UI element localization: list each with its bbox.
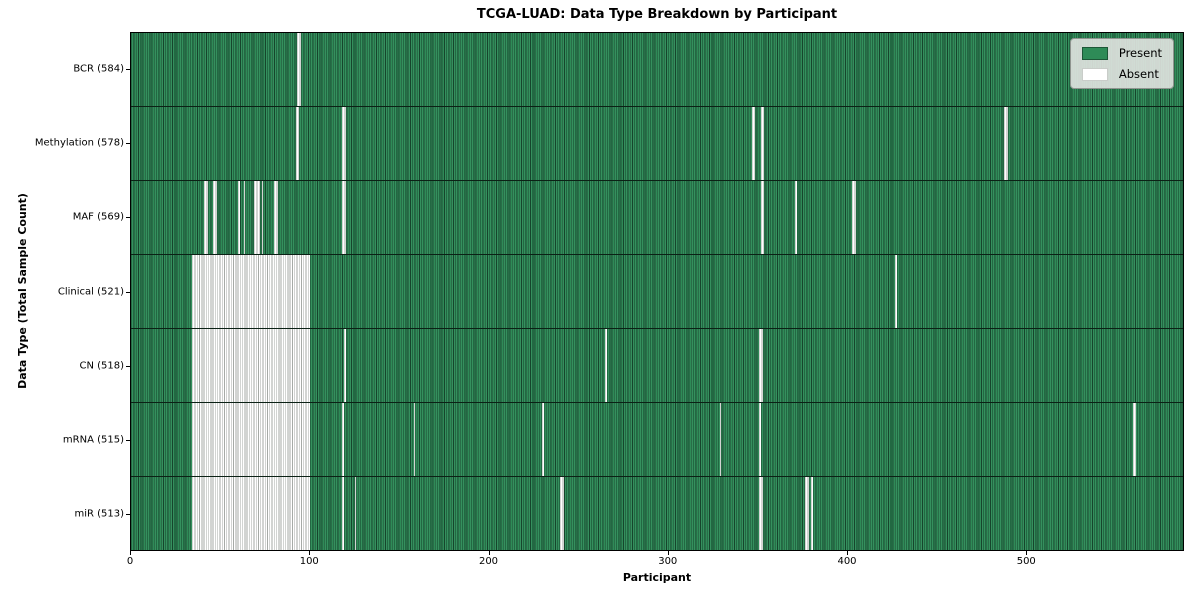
- absent-segment: [191, 329, 310, 402]
- absent-segment: [760, 107, 765, 180]
- absent-segment: [342, 181, 346, 254]
- absent-segment: [751, 107, 756, 180]
- heatmap-row-cn: [131, 329, 1183, 403]
- absent-segment: [852, 181, 856, 254]
- legend-label: Present: [1118, 46, 1162, 60]
- absent-segment: [719, 403, 722, 476]
- absent-segment: [1004, 107, 1008, 180]
- y-tick-label: CN (518): [79, 360, 124, 372]
- absent-segment: [758, 403, 761, 476]
- y-tick-label: BCR (584): [73, 63, 124, 75]
- y-tick-label: miR (513): [74, 508, 124, 520]
- y-tick-mark: [126, 439, 130, 441]
- absent-segment: [191, 255, 310, 328]
- heatmap-row-mir: [131, 477, 1183, 550]
- absent-segment: [810, 477, 813, 550]
- x-tick-label: 100: [299, 556, 319, 567]
- legend: Present Absent: [1069, 38, 1174, 89]
- y-tick-mark: [126, 217, 130, 219]
- heatmap-row-maf: [131, 181, 1183, 255]
- absent-segment: [805, 477, 810, 550]
- absent-segment: [191, 477, 310, 550]
- x-axis-label: Participant: [622, 571, 692, 584]
- absent-segment: [343, 329, 346, 402]
- absent-segment: [758, 329, 763, 402]
- absent-segment: [238, 181, 241, 254]
- absent-segment: [560, 477, 564, 550]
- heatmap-row-mrna: [131, 403, 1183, 477]
- heatmap-row-clinical: [131, 255, 1183, 329]
- y-tick-mark: [126, 291, 130, 293]
- absent-segment: [261, 181, 264, 254]
- legend-swatch-icon: [1081, 67, 1108, 81]
- legend-swatch-icon: [1081, 46, 1108, 60]
- absent-segment: [1132, 403, 1137, 476]
- legend-item-absent: Absent: [1081, 67, 1162, 81]
- legend-item-present: Present: [1081, 46, 1162, 60]
- x-tick-mark: [847, 551, 848, 555]
- absent-segment: [204, 181, 208, 254]
- x-tick-mark: [667, 551, 669, 555]
- absent-segment: [342, 477, 344, 550]
- absent-segment: [191, 403, 310, 476]
- heatmap-row-bcr: [131, 33, 1183, 107]
- y-tick-mark: [126, 143, 130, 145]
- x-tick-label: 300: [658, 556, 678, 567]
- absent-segment: [542, 403, 545, 476]
- absent-segment: [342, 107, 346, 180]
- absent-segment: [295, 107, 300, 180]
- absent-segment: [413, 403, 416, 476]
- x-tick-mark: [130, 551, 131, 555]
- absent-segment: [758, 477, 763, 550]
- absent-segment: [213, 181, 217, 254]
- x-tick-label: 400: [837, 556, 857, 567]
- absent-segment: [894, 255, 897, 328]
- x-tick-label: 0: [126, 556, 134, 567]
- x-tick-label: 200: [478, 556, 499, 567]
- heatmap-rows: [131, 33, 1183, 550]
- y-tick-label: MAF (569): [72, 211, 124, 223]
- x-tick-label: 500: [1016, 556, 1036, 567]
- y-tick-label: Clinical (521): [57, 286, 124, 297]
- legend-label: Absent: [1118, 67, 1159, 81]
- absent-segment: [254, 181, 260, 254]
- y-tick-mark: [126, 365, 130, 367]
- chart-title: TCGA-LUAD: Data Type Breakdown by Partic…: [476, 7, 838, 22]
- absent-segment: [297, 33, 301, 106]
- y-tick-mark: [126, 513, 130, 515]
- y-tick-label: Methylation (578): [34, 137, 124, 149]
- x-tick-mark: [1026, 551, 1028, 555]
- y-tick-label: mRNA (515): [62, 434, 124, 446]
- y-tick-labels: BCR (584) Methylation (578) MAF (569) Clini…: [0, 32, 124, 551]
- absent-segment: [760, 181, 765, 254]
- absent-segment: [794, 181, 797, 254]
- heatmap-row-methylation: [131, 107, 1183, 181]
- plot-area: Present Absent: [130, 32, 1184, 551]
- y-tick-mark: [126, 69, 130, 71]
- absent-segment: [274, 181, 278, 254]
- x-tick-mark: [309, 551, 311, 555]
- x-tick-mark: [488, 551, 490, 555]
- absent-segment: [243, 181, 246, 254]
- absent-segment: [354, 477, 357, 550]
- absent-segment: [342, 403, 344, 476]
- absent-segment: [605, 329, 607, 402]
